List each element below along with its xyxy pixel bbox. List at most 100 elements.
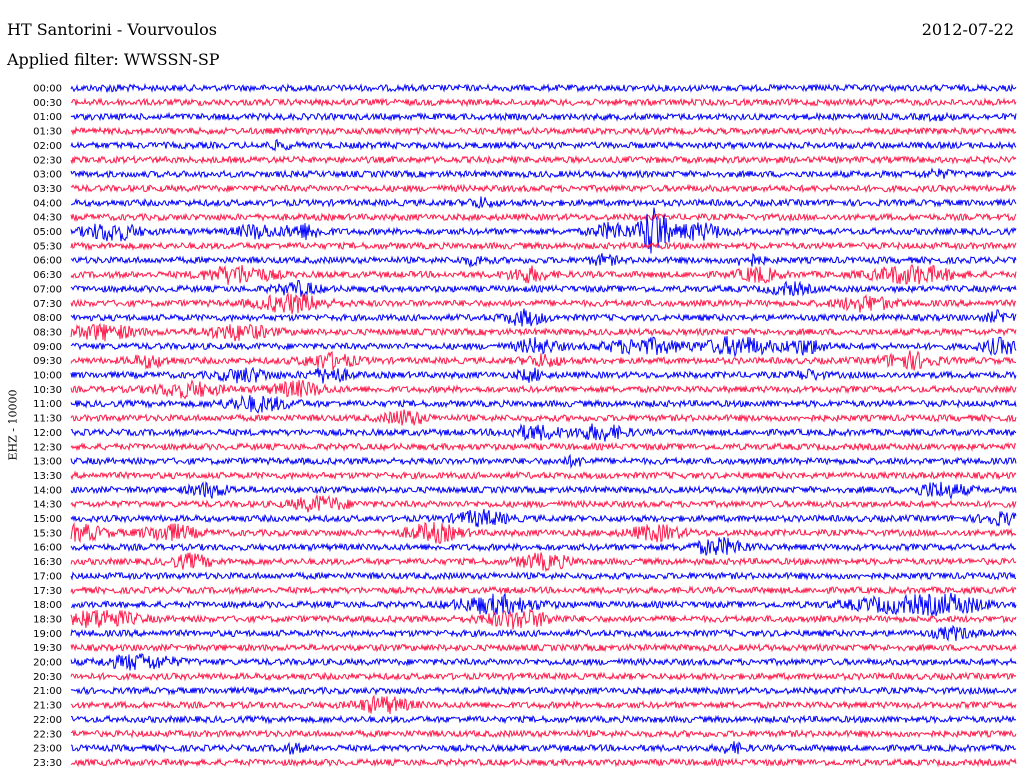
time-tick-label: 00:30 xyxy=(33,98,62,109)
time-tick-label: 21:00 xyxy=(33,686,62,697)
time-tick-label: 08:30 xyxy=(33,327,62,338)
time-tick-label: 12:00 xyxy=(33,428,62,439)
trace-row xyxy=(70,350,1017,371)
time-tick-label: 15:30 xyxy=(33,528,62,539)
trace-row xyxy=(70,642,1017,653)
time-tick-label: 04:00 xyxy=(33,198,62,209)
time-tick-label: 07:00 xyxy=(33,284,62,295)
time-tick-label: 06:30 xyxy=(33,270,62,281)
time-tick-label: 06:00 xyxy=(33,256,62,267)
trace-row xyxy=(70,453,1017,469)
trace-row xyxy=(70,592,1017,618)
trace-row xyxy=(70,280,1017,298)
trace-row xyxy=(70,714,1016,725)
trace-row xyxy=(70,694,1017,715)
trace-row xyxy=(70,394,1017,414)
trace-row xyxy=(70,409,1017,426)
time-tick-label: 12:30 xyxy=(33,442,62,453)
trace-row xyxy=(70,336,1017,358)
trace-row xyxy=(70,322,1017,342)
time-tick-label: 21:30 xyxy=(33,701,62,712)
trace-row xyxy=(70,125,1017,137)
trace-row xyxy=(70,652,1017,671)
trace-row xyxy=(70,212,1017,223)
time-tick-label: 14:30 xyxy=(33,500,62,511)
time-tick-label: 00:00 xyxy=(33,84,62,95)
trace-row xyxy=(70,111,1017,123)
time-tick-label: 23:30 xyxy=(33,758,62,769)
trace-row xyxy=(70,97,1017,108)
trace-row xyxy=(70,570,1017,581)
time-tick-label: 10:30 xyxy=(33,385,62,396)
time-tick-label: 11:00 xyxy=(33,399,62,410)
time-tick-label: 14:00 xyxy=(33,485,62,496)
time-tick-label: 23:00 xyxy=(33,744,62,755)
trace-row xyxy=(70,494,1017,513)
time-tick-label: 05:00 xyxy=(33,227,62,238)
station-title: HT Santorini - Vourvoulos xyxy=(7,20,217,39)
trace-row xyxy=(70,671,1017,682)
filter-label: Applied filter: WWSSN-SP xyxy=(7,50,220,69)
trace-row xyxy=(70,481,1017,500)
trace-row xyxy=(70,379,1017,400)
trace-row xyxy=(70,741,1017,755)
trace-row xyxy=(70,585,1017,596)
time-tick-label: 11:30 xyxy=(33,414,62,425)
time-tick-label: 18:00 xyxy=(33,600,62,611)
trace-row xyxy=(70,521,1017,545)
time-tick-label: 01:00 xyxy=(33,112,62,123)
time-tick-label: 05:30 xyxy=(33,241,62,252)
trace-row xyxy=(70,82,1017,93)
time-tick-label: 08:00 xyxy=(33,313,62,324)
time-tick-label: 02:00 xyxy=(33,141,62,152)
time-tick-label: 09:30 xyxy=(33,356,62,367)
trace-row xyxy=(70,552,1017,573)
trace-row xyxy=(70,167,1017,180)
trace-row xyxy=(70,728,1017,739)
trace-row xyxy=(70,138,1017,152)
trace-row xyxy=(70,240,1017,251)
time-tick-label: 22:00 xyxy=(33,715,62,726)
time-tick-label: 16:30 xyxy=(33,557,62,568)
trace-row xyxy=(70,207,1017,254)
time-tick-label: 16:00 xyxy=(33,543,62,554)
trace-row xyxy=(70,509,1017,528)
time-tick-label: 22:30 xyxy=(33,729,62,740)
trace-row xyxy=(70,470,1017,481)
trace-row xyxy=(70,264,1017,285)
trace-row xyxy=(70,423,1017,442)
time-tick-label: 17:00 xyxy=(33,571,62,582)
time-tick-label: 13:00 xyxy=(33,457,62,468)
time-tick-label: 09:00 xyxy=(33,342,62,353)
trace-row xyxy=(70,608,1017,630)
time-tick-label: 20:30 xyxy=(33,672,62,683)
trace-row xyxy=(70,366,1017,384)
time-tick-label: 02:30 xyxy=(33,155,62,166)
trace-row xyxy=(70,308,1017,327)
trace-row xyxy=(70,685,1017,696)
time-tick-label: 01:30 xyxy=(33,127,62,138)
trace-row xyxy=(70,291,1017,314)
trace-row xyxy=(70,624,1017,642)
trace-row xyxy=(70,183,1017,194)
trace-row xyxy=(70,757,1017,768)
time-tick-label: 17:30 xyxy=(33,586,62,597)
time-tick-label: 18:30 xyxy=(33,614,62,625)
time-tick-label: 07:30 xyxy=(33,299,62,310)
trace-row xyxy=(70,196,1017,209)
time-tick-label: 10:00 xyxy=(33,371,62,382)
trace-row xyxy=(70,154,1017,165)
time-tick-label: 19:00 xyxy=(33,629,62,640)
time-tick-label: 04:30 xyxy=(33,213,62,224)
date-label: 2012-07-22 xyxy=(921,20,1014,39)
time-tick-label: 13:30 xyxy=(33,471,62,482)
time-tick-label: 19:30 xyxy=(33,643,62,654)
trace-row xyxy=(70,441,1017,452)
time-tick-label: 03:30 xyxy=(33,184,62,195)
time-tick-label: 20:00 xyxy=(33,658,62,669)
trace-row xyxy=(70,537,1017,556)
time-tick-label: 15:00 xyxy=(33,514,62,525)
trace-row xyxy=(70,252,1017,269)
time-tick-label: 03:00 xyxy=(33,170,62,181)
